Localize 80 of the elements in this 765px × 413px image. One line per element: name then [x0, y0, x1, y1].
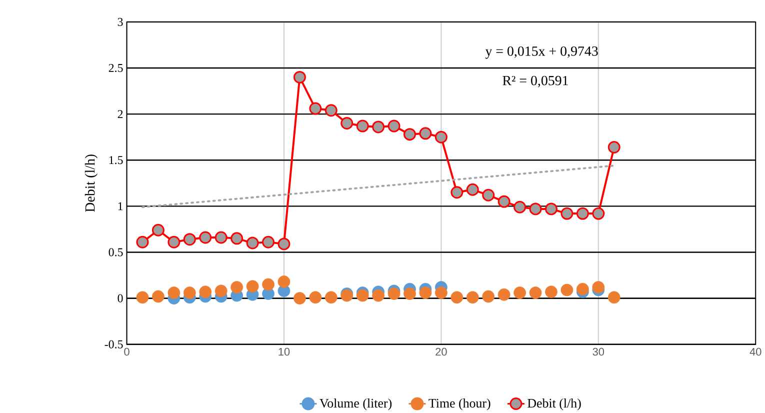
- point: [246, 236, 259, 250]
- point: [482, 290, 495, 303]
- point: [214, 231, 228, 244]
- point: [246, 280, 259, 293]
- annotation: R² = 0,0591: [502, 76, 568, 88]
- y-tick-label: 1: [118, 202, 123, 210]
- point: [372, 289, 384, 302]
- x-tick-label: 40: [750, 348, 762, 356]
- point: [262, 236, 274, 248]
- point: [498, 288, 510, 301]
- point: [450, 186, 464, 199]
- point: [545, 286, 558, 298]
- y-tick-label: 3: [118, 18, 123, 26]
- point: [183, 286, 196, 299]
- point: [514, 200, 526, 214]
- point: [435, 286, 448, 299]
- point: [278, 238, 290, 250]
- point: [372, 120, 385, 134]
- point: [293, 71, 306, 84]
- point: [560, 207, 574, 220]
- x-tick-label: 20: [436, 348, 447, 356]
- point: [592, 281, 605, 294]
- point: [498, 195, 510, 208]
- point: [608, 291, 620, 304]
- point: [309, 291, 322, 304]
- point: [136, 236, 149, 248]
- point: [592, 207, 605, 220]
- point: [419, 286, 432, 299]
- point: [152, 224, 164, 236]
- y-tick-label: 2.5: [108, 64, 123, 72]
- y-axis-title: Debit (l/h): [84, 154, 98, 212]
- legend-label: Debit (l/h): [528, 398, 581, 410]
- point: [324, 104, 338, 117]
- legend-label: Volume (liter): [320, 398, 392, 410]
- x-tick-label: 10: [278, 348, 290, 356]
- point: [514, 286, 526, 299]
- point: [183, 233, 196, 246]
- point: [529, 202, 542, 216]
- point: [324, 291, 338, 304]
- point: [230, 232, 244, 245]
- point: [404, 288, 416, 300]
- y-tick-label: -0.5: [104, 340, 123, 348]
- y-tick-label: 1.5: [109, 156, 123, 164]
- point: [356, 289, 369, 302]
- point: [168, 236, 180, 248]
- point: [545, 202, 558, 216]
- y-tick-label: 2: [118, 110, 123, 118]
- point: [340, 117, 354, 130]
- point: [608, 141, 620, 154]
- point: [576, 282, 589, 296]
- point: [199, 286, 212, 298]
- point: [419, 127, 432, 140]
- point: [466, 183, 479, 196]
- point: [294, 292, 306, 305]
- point: [466, 291, 479, 304]
- x-tick-label: 0: [124, 348, 130, 356]
- point: [168, 286, 180, 299]
- x-tick-label: 30: [592, 348, 604, 356]
- point: [214, 284, 228, 298]
- point: [560, 284, 574, 296]
- point: [309, 102, 322, 115]
- y-tick-label: 0: [118, 294, 123, 302]
- point: [356, 120, 369, 132]
- annotation: y = 0,015x + 0,9743: [485, 46, 598, 59]
- point: [262, 278, 274, 291]
- point: [529, 286, 542, 299]
- point: [230, 281, 244, 294]
- point: [152, 290, 164, 303]
- point: [388, 288, 400, 300]
- point: [278, 276, 290, 288]
- legend-label: Time (hour): [428, 398, 490, 410]
- point: [434, 130, 448, 144]
- y-tick-label: 0.5: [108, 248, 123, 256]
- point: [388, 120, 400, 132]
- point: [199, 231, 212, 244]
- point: [482, 188, 495, 202]
- point: [404, 128, 416, 141]
- point: [576, 207, 589, 220]
- point: [450, 291, 464, 304]
- point: [136, 291, 149, 304]
